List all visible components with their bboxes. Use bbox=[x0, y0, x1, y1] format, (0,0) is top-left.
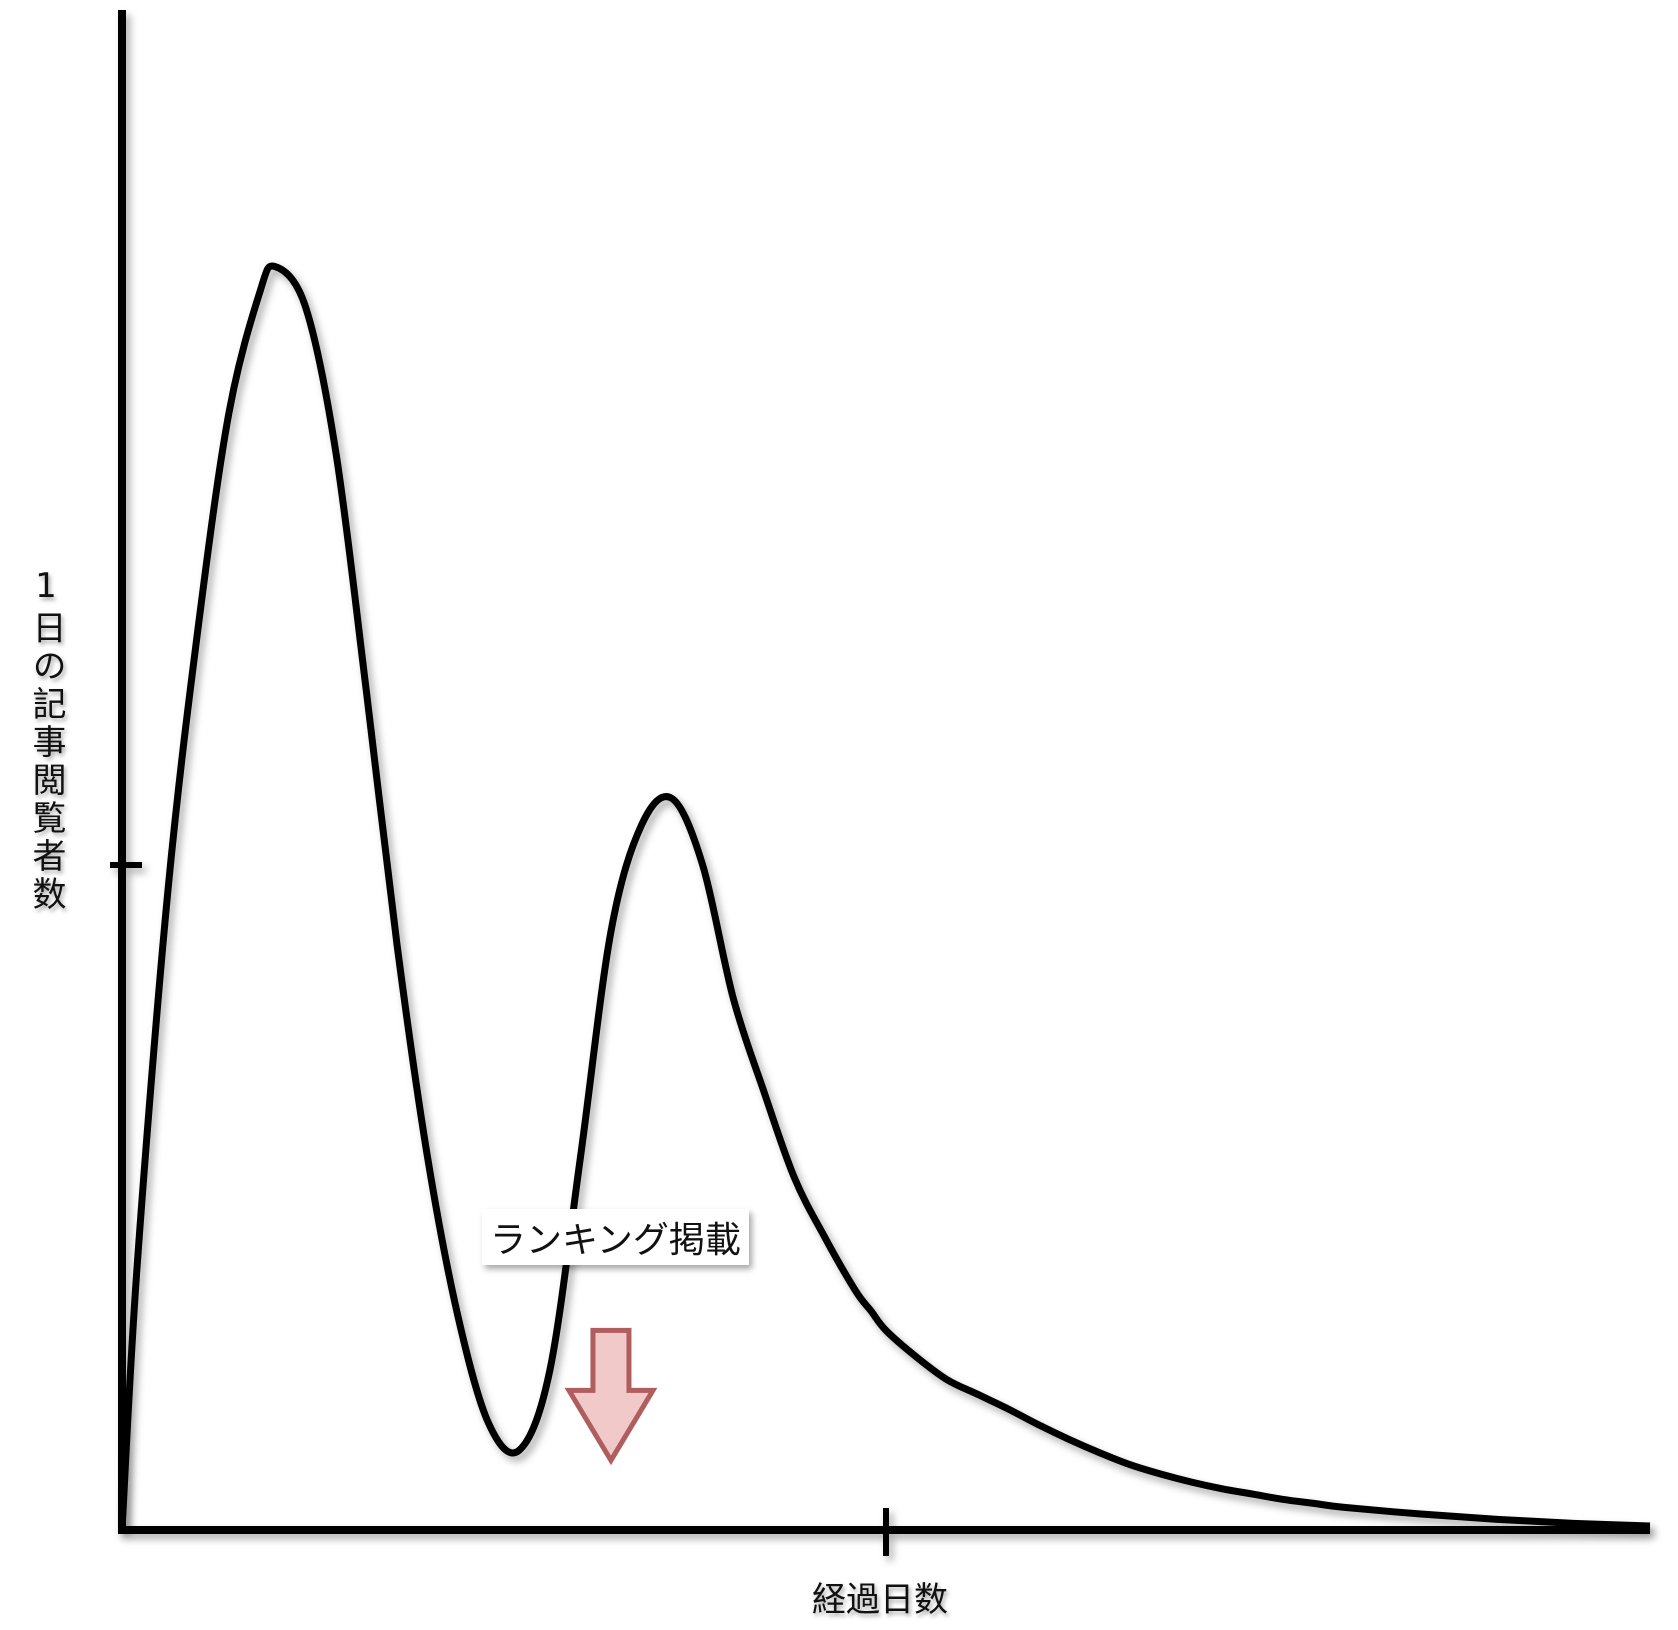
annotation-label: ランキング掲載 bbox=[482, 1209, 749, 1265]
series-line-1 bbox=[118, 262, 1651, 1531]
down-arrow-icon bbox=[564, 1327, 658, 1466]
y-axis-label: 1日の記事閲覧者数 bbox=[26, 566, 66, 914]
x-axis-label: 経過日数 bbox=[812, 1580, 948, 1620]
